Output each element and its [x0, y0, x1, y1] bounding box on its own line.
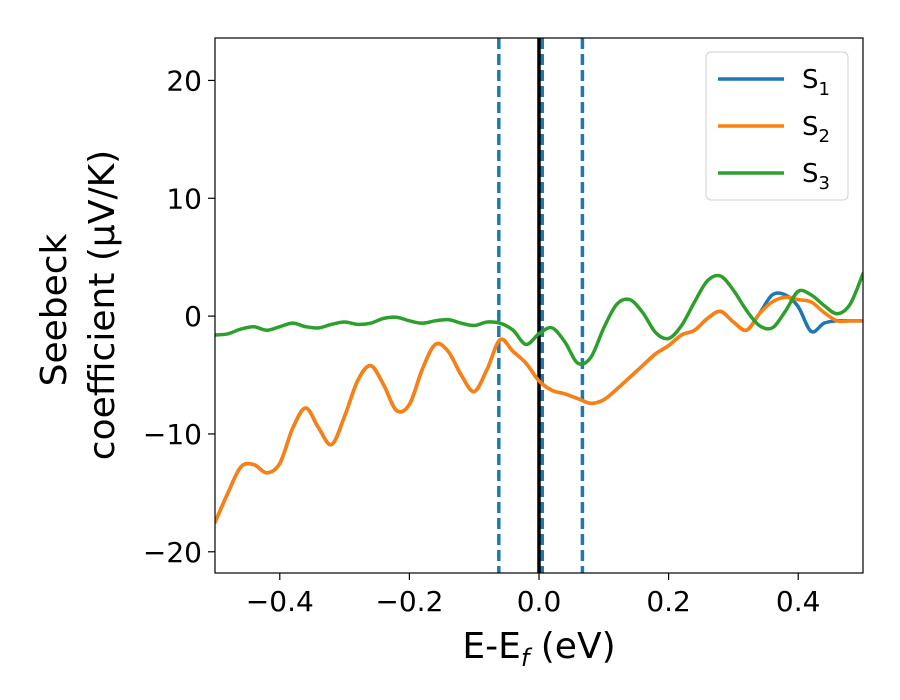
y-tick-label: 20 [166, 64, 202, 97]
series-line-s2 [215, 295, 863, 525]
legend-label-sub: 3 [819, 173, 830, 194]
legend-label-sub: 2 [819, 126, 830, 147]
series-line-s3 [215, 271, 863, 366]
x-axis-title-main: E-E [462, 626, 520, 667]
legend-label-main: S [802, 112, 819, 142]
x-tick-label: 0.0 [517, 585, 562, 618]
y-axis-title: Seebeck coefficient (μV/K) [34, 150, 123, 460]
y-tick-label: 0 [184, 300, 202, 333]
x-axis-title: E-Ef (eV) [462, 626, 615, 672]
y-tick-label: −20 [143, 536, 202, 569]
x-tick-label: −0.2 [375, 585, 443, 618]
series-lines [215, 271, 863, 525]
legend-label-main: S [802, 65, 819, 95]
x-axis-ticks: −0.4 −0.2 0.0 0.2 0.4 [246, 573, 821, 618]
legend-label-s1: S1 [802, 65, 830, 100]
x-tick-label: 0.2 [646, 585, 691, 618]
legend-label-sub: 1 [819, 79, 830, 100]
y-tick-label: −10 [143, 418, 202, 451]
legend-label-main: S [802, 159, 819, 189]
y-axis-title-line1: Seebeck [34, 233, 75, 386]
y-axis-title-line2: coefficient (μV/K) [82, 150, 123, 460]
y-axis-ticks: −20 −10 0 10 20 [143, 64, 215, 569]
x-axis-title-unit: (eV) [529, 626, 615, 667]
x-tick-label: 0.4 [776, 585, 821, 618]
x-tick-label: −0.4 [246, 585, 314, 618]
reference-vlines [497, 38, 585, 573]
legend-label-s2: S2 [802, 112, 830, 147]
legend-label-s3: S3 [802, 159, 830, 194]
y-tick-label: 10 [166, 182, 202, 215]
